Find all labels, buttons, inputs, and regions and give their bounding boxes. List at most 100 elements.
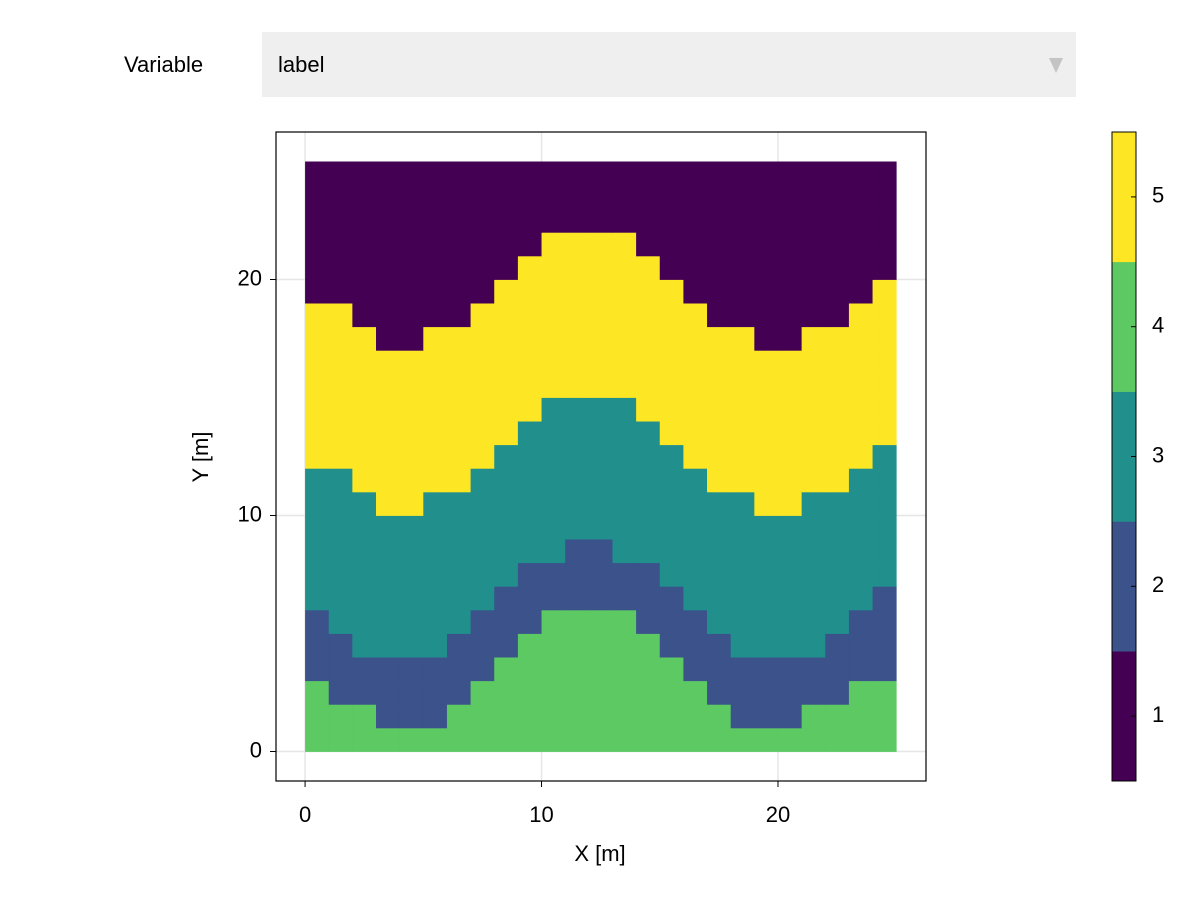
heatmap-cell — [588, 491, 613, 516]
x-tick-label: 20 — [766, 802, 790, 827]
heatmap-cell — [541, 303, 566, 328]
colorbar-tick-label: 1 — [1152, 702, 1164, 727]
heatmap-cell — [494, 491, 519, 516]
heatmap-cell — [777, 397, 803, 422]
heatmap-cell — [801, 609, 826, 634]
heatmap-cell — [588, 185, 613, 210]
heatmap-cell — [446, 680, 471, 705]
heatmap-cell — [470, 539, 495, 564]
heatmap-cell — [494, 633, 519, 658]
heatmap-cell — [328, 633, 353, 658]
heatmap-cell — [848, 326, 873, 351]
dropdown-box[interactable] — [262, 32, 1076, 97]
heatmap-cell — [636, 161, 661, 186]
heatmap-cell — [825, 444, 850, 469]
heatmap-cell — [399, 727, 424, 752]
heatmap-cell — [446, 208, 471, 233]
heatmap-cell — [376, 586, 401, 611]
heatmap-cell — [848, 444, 873, 469]
heatmap-cell — [305, 373, 330, 398]
heatmap-cell — [636, 657, 661, 682]
heatmap-cell — [754, 303, 779, 328]
heatmap-cell — [517, 680, 542, 705]
heatmap-cell — [446, 657, 471, 682]
heatmap-cell — [588, 421, 613, 446]
heatmap-cell — [612, 161, 637, 186]
heatmap-cell — [399, 326, 424, 351]
heatmap-cell — [446, 161, 471, 186]
heatmap-cell — [659, 657, 684, 682]
heatmap-cell — [494, 586, 519, 611]
heatmap-cell — [730, 657, 755, 682]
heatmap-cell — [801, 468, 826, 493]
heatmap-cell — [659, 539, 684, 564]
heatmap-cell — [730, 468, 755, 493]
heatmap-cell — [517, 185, 542, 210]
heatmap-cell — [305, 232, 330, 257]
heatmap-cell — [754, 633, 779, 658]
heatmap-cell — [777, 444, 803, 469]
heatmap-cell — [636, 255, 661, 280]
colorbar-tick-label: 4 — [1152, 313, 1164, 338]
heatmap-cell — [801, 161, 826, 186]
heatmap-cell — [636, 609, 661, 634]
heatmap-cell — [612, 326, 637, 351]
heatmap-cell — [470, 185, 495, 210]
heatmap-cell — [376, 303, 401, 328]
dropdown-arrow[interactable] — [1049, 58, 1063, 73]
heatmap-cell — [683, 326, 708, 351]
heatmap-cell — [683, 232, 708, 257]
heatmap-cell — [305, 727, 330, 752]
heatmap-cell — [517, 279, 542, 304]
heatmap-cell — [470, 279, 495, 304]
dropdown[interactable]: label — [262, 32, 1076, 97]
heatmap-cell — [494, 515, 519, 540]
heatmap-cell — [565, 397, 590, 422]
heatmap-cell — [848, 562, 873, 587]
heatmap-cell — [517, 539, 542, 564]
heatmap-cell — [754, 208, 779, 233]
heatmap-cell — [446, 539, 471, 564]
heatmap-cell — [659, 397, 684, 422]
heatmap-cell — [683, 539, 708, 564]
heatmap-cell — [423, 680, 448, 705]
heatmap-cell — [588, 326, 613, 351]
heatmap-cell — [328, 491, 353, 516]
heatmap-cell — [848, 232, 873, 257]
heatmap-cell — [588, 279, 613, 304]
heatmap-cell — [801, 515, 826, 540]
heatmap-cell — [541, 161, 566, 186]
heatmap-cell — [588, 373, 613, 398]
heatmap-cell — [494, 208, 519, 233]
heatmap-cell — [801, 279, 826, 304]
heatmap-cell — [777, 232, 803, 257]
heatmap-cell — [305, 657, 330, 682]
heatmap-cell — [872, 373, 897, 398]
heatmap-cell — [376, 468, 401, 493]
heatmap-cell — [423, 491, 448, 516]
heatmap-cell — [517, 373, 542, 398]
heatmap-cell — [399, 161, 424, 186]
heatmap-cell — [565, 562, 590, 587]
heatmap-cell — [659, 586, 684, 611]
heatmap-cell — [565, 350, 590, 375]
heatmap-cell — [470, 491, 495, 516]
heatmap-cell — [352, 680, 377, 705]
heatmap-cell — [565, 232, 590, 257]
heatmap-cell — [352, 586, 377, 611]
heatmap-cell — [872, 609, 897, 634]
dropdown-value[interactable]: label — [278, 52, 324, 77]
heatmap-cell — [612, 609, 637, 634]
heatmap-cell — [541, 279, 566, 304]
heatmap-cell — [446, 586, 471, 611]
heatmap-cell — [423, 539, 448, 564]
heatmap-cell — [541, 586, 566, 611]
heatmap-cell — [683, 562, 708, 587]
heatmap-cell — [683, 515, 708, 540]
colorbar-tick-label: 2 — [1152, 572, 1164, 597]
heatmap-cell — [636, 208, 661, 233]
heatmap-cell — [588, 515, 613, 540]
heatmap-cell — [825, 562, 850, 587]
heatmap-cell — [754, 279, 779, 304]
heatmap-cell — [659, 232, 684, 257]
